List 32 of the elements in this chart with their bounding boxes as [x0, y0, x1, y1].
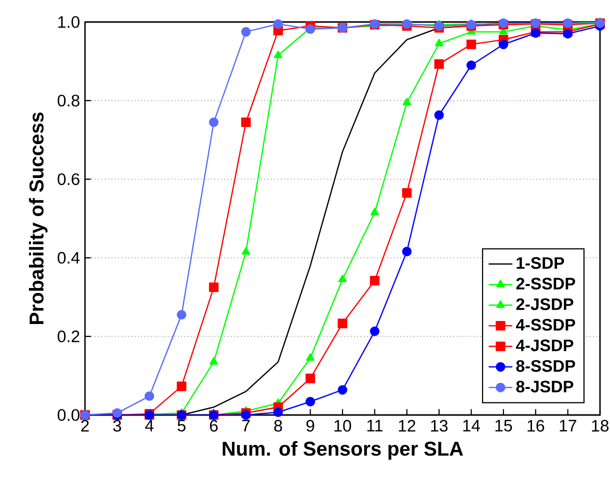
y-tick-label: 0.2 [58, 330, 80, 342]
x-tick-label: 9 [306, 420, 314, 432]
x-tick-label: 16 [528, 420, 544, 432]
x-tick-label: 18 [592, 420, 609, 432]
y-tick-label: 0.4 [58, 252, 80, 264]
x-tick-label: 17 [560, 420, 576, 432]
y-tick-label: 0.8 [58, 94, 80, 106]
x-tick-label: 8 [274, 420, 282, 432]
legend-label: 8-JSDP [516, 380, 574, 392]
y-tick-label: 0.0 [58, 409, 80, 421]
x-tick-label: 11 [367, 420, 382, 432]
y-tick-label: 1.0 [58, 16, 80, 28]
x-tick-label: 10 [334, 420, 352, 432]
legend-label: 8-SSDP [516, 360, 576, 372]
x-tick-label: 5 [178, 420, 186, 432]
x-tick-label: 13 [431, 420, 448, 432]
y-axis-title: Probability of Success [28, 112, 48, 324]
x-tick-label: 6 [210, 420, 218, 432]
x-tick-label: 2 [81, 420, 89, 432]
legend-label: 2-JSDP [516, 298, 574, 310]
x-tick-label: 4 [145, 420, 154, 432]
legend-label: 4-SSDP [516, 318, 576, 331]
x-tick-label: 12 [398, 420, 416, 432]
x-tick-label: 3 [113, 420, 122, 432]
y-tick-label: 0.6 [58, 173, 80, 186]
x-tick-label: 7 [242, 420, 250, 432]
x-tick-label: 14 [463, 420, 480, 432]
x-axis-title: Num. of Sensors per SLA [222, 441, 464, 460]
legend-label: 1-SDP [516, 257, 564, 269]
legend-label: 2-SSDP [516, 278, 576, 290]
legend-label: 4-JSDP [516, 340, 574, 352]
x-tick-label: 15 [495, 420, 512, 432]
